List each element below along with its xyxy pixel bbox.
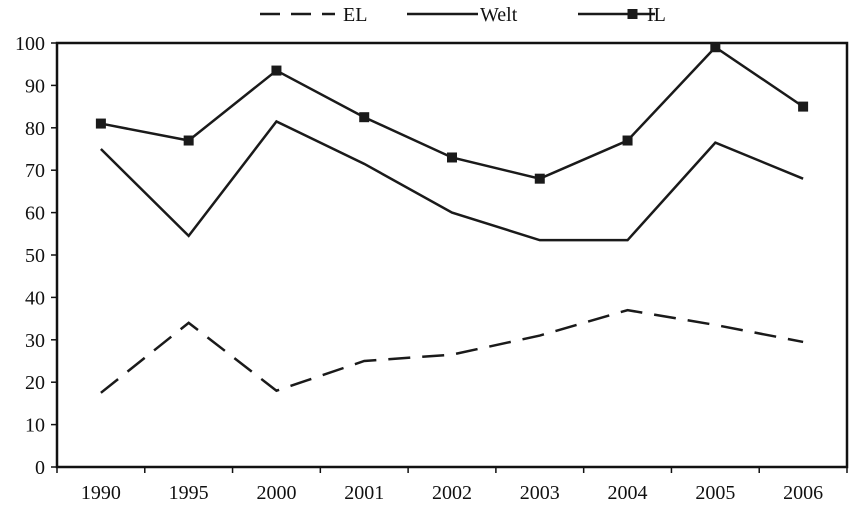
data-point-il (710, 42, 721, 53)
data-point-il (359, 112, 370, 123)
data-point-il (183, 135, 194, 146)
data-point-il (95, 118, 106, 129)
y-tick-label: 20 (25, 372, 45, 394)
x-tick-label: 2004 (608, 482, 648, 504)
y-tick-label: 50 (25, 245, 45, 267)
y-tick-label: 100 (15, 33, 45, 55)
x-tick-label: 2000 (256, 482, 296, 504)
legend-label-welt: Welt (480, 4, 518, 26)
x-tick-label: 2002 (432, 482, 472, 504)
x-tick-label: 2006 (783, 482, 823, 504)
data-point-il (534, 173, 545, 184)
y-tick-label: 60 (25, 203, 45, 225)
legend-label-il: IL (647, 4, 666, 26)
plot-frame (55, 41, 849, 469)
y-tick-label: 40 (25, 287, 45, 309)
x-tick-label: 2005 (695, 482, 735, 504)
x-tick-label: 1995 (169, 482, 209, 504)
y-tick-label: 0 (35, 457, 45, 479)
x-tick-label: 2001 (344, 482, 384, 504)
y-tick-label: 80 (25, 118, 45, 140)
x-tick-label: 1990 (81, 482, 121, 504)
y-tick-label: 30 (25, 330, 45, 352)
data-point-il (798, 101, 809, 112)
y-tick-label: 90 (25, 75, 45, 97)
series-line-welt (100, 119, 804, 242)
data-point-il (447, 152, 457, 163)
x-axis: 1990 1995 2000 2001 2002 2003 2004 2005 2006 (56, 467, 848, 504)
x-tick-label: 2003 (520, 482, 560, 504)
y-tick-label: 10 (25, 415, 45, 437)
series-line-el (100, 308, 804, 394)
y-axis: 0 10 20 30 40 50 60 70 80 90 100 (15, 33, 57, 479)
legend-marker-il (627, 9, 638, 19)
data-point-il (622, 135, 633, 146)
series-layer (95, 42, 809, 394)
y-tick-label: 70 (25, 160, 45, 182)
legend: EL Welt IL (260, 4, 666, 26)
legend-label-el: EL (343, 4, 367, 26)
data-point-il (271, 65, 282, 76)
